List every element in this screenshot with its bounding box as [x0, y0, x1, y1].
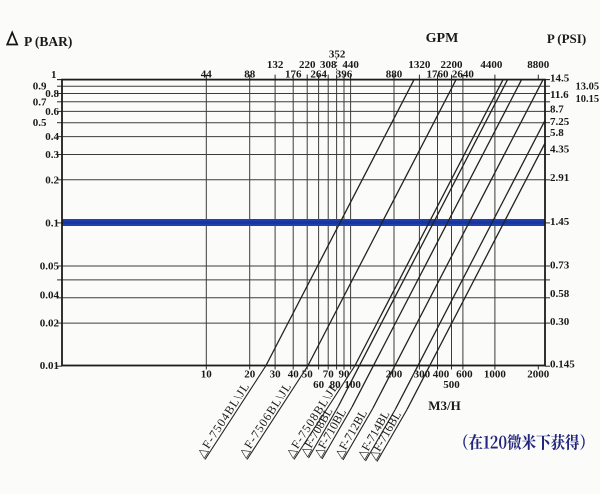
svg-text:7.25: 7.25 [550, 116, 570, 128]
svg-text:0.3: 0.3 [45, 149, 59, 161]
svg-text:0.30: 0.30 [550, 316, 570, 328]
svg-text:1320: 1320 [408, 59, 431, 71]
svg-text:0.05: 0.05 [40, 261, 60, 273]
svg-text:4400: 4400 [480, 59, 503, 71]
svg-text:220: 220 [299, 59, 316, 71]
svg-text:0.1: 0.1 [45, 217, 59, 229]
svg-text:4.35: 4.35 [550, 144, 570, 156]
svg-text:440: 440 [342, 59, 359, 71]
svg-text:0.04: 0.04 [40, 290, 60, 302]
svg-text:5.8: 5.8 [550, 127, 564, 139]
svg-text:M3/H: M3/H [428, 398, 461, 413]
svg-text:1000: 1000 [484, 369, 507, 381]
svg-text:0.4: 0.4 [45, 131, 59, 143]
svg-text:30: 30 [270, 369, 282, 381]
svg-text:2200: 2200 [441, 59, 464, 71]
svg-text:200: 200 [386, 369, 403, 381]
svg-text:352: 352 [329, 49, 346, 61]
svg-text:264: 264 [310, 69, 327, 81]
svg-text:1760: 1760 [427, 69, 450, 81]
svg-text:176: 176 [285, 69, 302, 81]
svg-text:70: 70 [323, 369, 335, 381]
svg-text:0.6: 0.6 [45, 106, 59, 118]
svg-text:100: 100 [344, 379, 361, 391]
svg-text:0.58: 0.58 [550, 288, 570, 300]
svg-text:0.5: 0.5 [33, 117, 47, 129]
svg-text:20: 20 [244, 369, 256, 381]
svg-text:880: 880 [386, 69, 403, 81]
svg-text:88: 88 [244, 69, 256, 81]
svg-text:10: 10 [201, 369, 213, 381]
svg-text:P (BAR): P (BAR) [24, 34, 72, 49]
svg-text:2000: 2000 [527, 369, 550, 381]
svg-text:44: 44 [201, 69, 213, 81]
svg-text:13.05: 13.05 [576, 82, 600, 93]
svg-text:11.6: 11.6 [550, 89, 569, 101]
svg-text:2.91: 2.91 [550, 172, 569, 184]
svg-text:1: 1 [51, 69, 57, 81]
svg-text:90: 90 [339, 369, 351, 381]
svg-text:400: 400 [433, 369, 450, 381]
svg-text:40: 40 [288, 369, 300, 381]
svg-text:308: 308 [320, 59, 337, 71]
svg-text:14.5: 14.5 [550, 73, 570, 85]
svg-text:0.01: 0.01 [40, 360, 59, 372]
svg-text:300: 300 [414, 369, 431, 381]
svg-text:10.15: 10.15 [576, 94, 600, 105]
svg-text:1.45: 1.45 [550, 216, 570, 228]
svg-text:0.9: 0.9 [33, 81, 47, 93]
svg-text:2640: 2640 [452, 69, 475, 81]
svg-text:500: 500 [443, 379, 460, 391]
svg-text:80: 80 [330, 379, 342, 391]
svg-text:0.145: 0.145 [550, 359, 575, 371]
svg-text:8.7: 8.7 [550, 104, 564, 116]
svg-text:60: 60 [313, 379, 325, 391]
svg-text:132: 132 [267, 59, 284, 71]
svg-text:8800: 8800 [527, 59, 550, 71]
svg-text:0.7: 0.7 [33, 96, 47, 108]
svg-text:GPM: GPM [426, 31, 459, 46]
svg-text:50: 50 [302, 369, 314, 381]
svg-text:0.8: 0.8 [45, 88, 59, 100]
svg-text:600: 600 [456, 369, 473, 381]
svg-text:0.2: 0.2 [45, 174, 59, 186]
svg-text:0.73: 0.73 [550, 260, 570, 272]
svg-text:396: 396 [336, 69, 353, 81]
svg-text:P (PSI): P (PSI) [547, 31, 586, 46]
svg-text:0.02: 0.02 [40, 318, 60, 330]
